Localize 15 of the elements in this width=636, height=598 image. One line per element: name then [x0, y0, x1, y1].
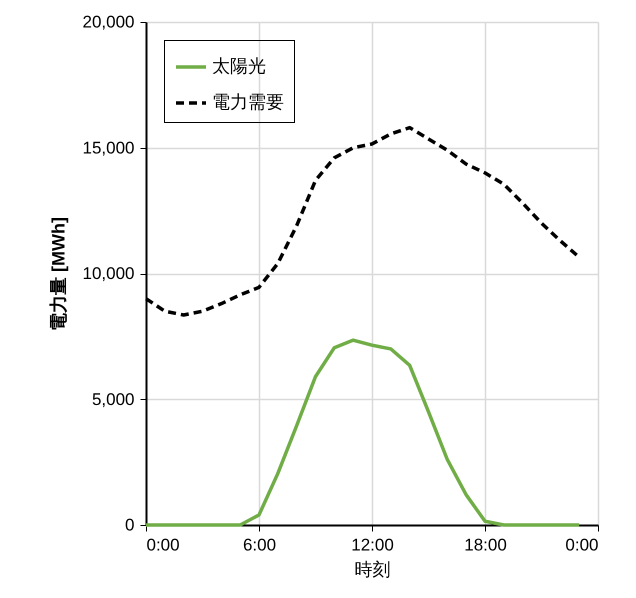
y-tick-label: 15,000: [82, 138, 134, 158]
line-series: [144, 338, 581, 527]
legend-label: 太陽光: [212, 56, 266, 76]
x-tick-label: 6:00: [242, 536, 276, 554]
y-tick-label: 10,000: [82, 264, 134, 283]
x-tick-label: 18:00: [464, 536, 507, 554]
y-axis-title: 電力量 [MWh]: [48, 217, 69, 331]
x-tick-label: 0:00: [565, 536, 598, 554]
legend-label: 電力需要: [212, 92, 284, 112]
y-tick-label: 20,000: [82, 12, 134, 32]
y-tick-label: 5,000: [92, 390, 134, 409]
y-tick-label: 0: [125, 516, 134, 534]
x-axis-title: 時刻: [354, 560, 390, 580]
x-tick-label: 0:00: [146, 536, 180, 554]
x-tick-label: 12:00: [351, 536, 394, 554]
